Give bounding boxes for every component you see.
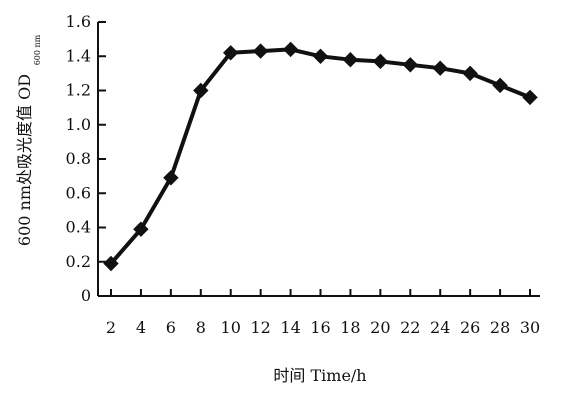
data-point-marker bbox=[522, 89, 538, 106]
x-tick-label: 28 bbox=[490, 318, 510, 337]
y-tick-label: 1.2 bbox=[66, 81, 91, 100]
x-axis-title: 时间 Time/h bbox=[273, 366, 366, 385]
x-tick-label: 22 bbox=[400, 318, 420, 337]
x-tick-label: 4 bbox=[136, 318, 146, 337]
data-point-marker bbox=[133, 221, 149, 237]
y-axis-title-subscript: 600 nm bbox=[33, 34, 42, 65]
y-axis-title-group: 600 nm处吸光度值 OD 600 nm bbox=[15, 34, 42, 246]
data-point-marker bbox=[432, 60, 448, 76]
x-tick-label: 26 bbox=[460, 318, 480, 337]
data-point-marker bbox=[372, 53, 389, 70]
x-tick-label: 24 bbox=[430, 318, 450, 337]
data-point-marker bbox=[163, 170, 179, 186]
x-axis-ticks: 2 4 6 8 10 12 14 16 18 20 22 24 26 28 30 bbox=[106, 289, 540, 337]
x-tick-label: 16 bbox=[310, 318, 330, 337]
x-tick-label: 6 bbox=[166, 318, 176, 337]
x-tick-label: 8 bbox=[196, 318, 206, 337]
y-tick-label: 1.6 bbox=[66, 12, 91, 31]
y-tick-label: 0.8 bbox=[66, 149, 91, 168]
data-point-marker bbox=[282, 41, 299, 58]
series-line bbox=[109, 47, 532, 266]
x-tick-label: 14 bbox=[280, 318, 300, 337]
y-axis-ticks: 0 0.2 0.4 0.6 0.8 1.0 1.2 1.4 1.6 bbox=[66, 12, 106, 305]
y-tick-label: 0.2 bbox=[66, 252, 91, 271]
x-tick-label: 12 bbox=[250, 318, 270, 337]
y-tick-label: 0 bbox=[81, 286, 91, 305]
y-tick-label: 0.4 bbox=[66, 218, 91, 237]
data-point-marker bbox=[222, 45, 239, 61]
y-tick-label: 1.4 bbox=[66, 46, 91, 65]
data-point-marker bbox=[342, 51, 359, 68]
x-tick-label: 2 bbox=[106, 318, 116, 337]
series-markers bbox=[103, 41, 538, 272]
y-tick-label: 0.6 bbox=[66, 183, 91, 202]
data-point-marker bbox=[103, 255, 119, 272]
data-point-marker bbox=[193, 82, 209, 99]
x-tick-label: 10 bbox=[221, 318, 241, 337]
data-point-marker bbox=[252, 43, 269, 59]
data-point-marker bbox=[402, 57, 419, 73]
x-tick-label: 20 bbox=[370, 318, 390, 337]
x-tick-label: 18 bbox=[340, 318, 360, 337]
data-point-marker bbox=[312, 48, 329, 65]
data-point-marker bbox=[492, 77, 508, 94]
x-tick-label: 30 bbox=[520, 318, 540, 337]
y-axis-title: 600 nm处吸光度值 OD bbox=[15, 74, 34, 246]
y-tick-label: 1.0 bbox=[66, 115, 91, 134]
data-point-marker bbox=[462, 65, 478, 82]
